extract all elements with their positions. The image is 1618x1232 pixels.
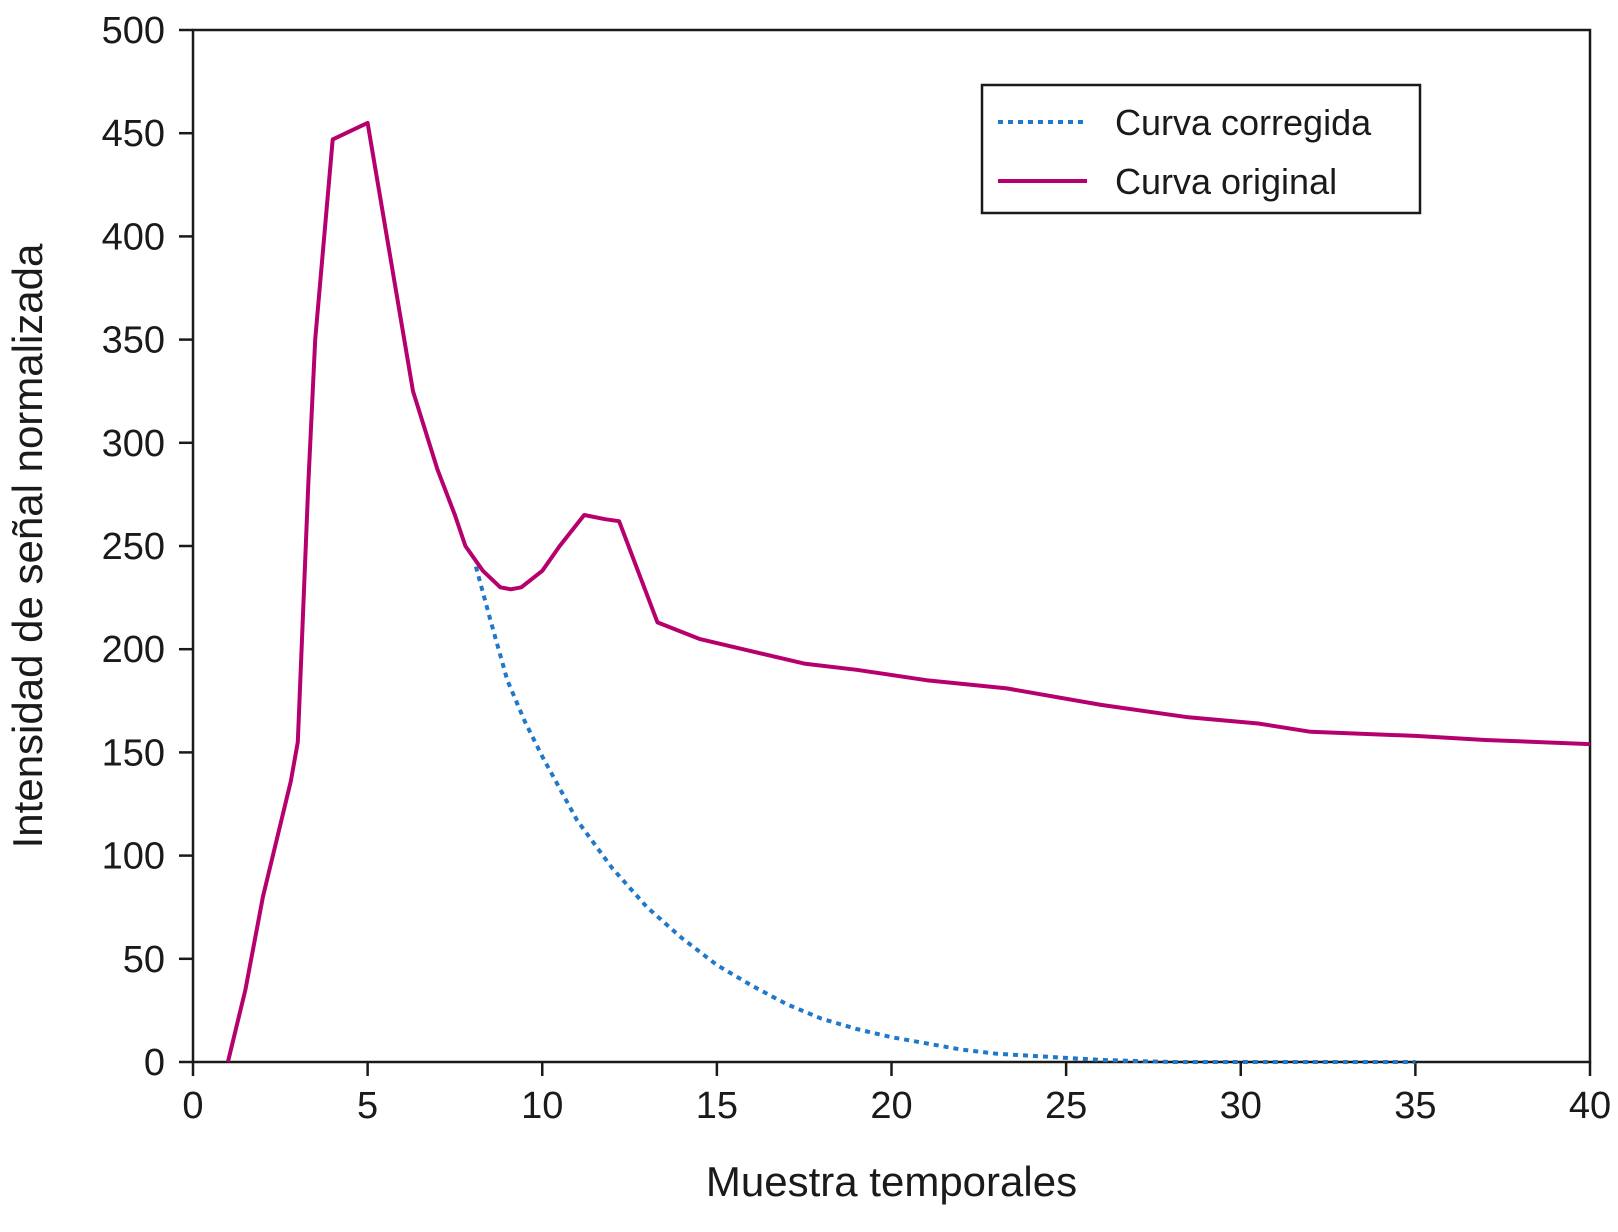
y-tick-label: 200	[102, 629, 165, 671]
y-axis-title: Intensidad de señal normalizada	[4, 243, 51, 848]
x-tick-label: 10	[521, 1085, 563, 1127]
series-line-curva-original	[225, 120, 1591, 1063]
y-tick-label: 50	[123, 939, 165, 981]
y-tick-label: 250	[102, 526, 165, 568]
y-tick-label: 500	[102, 10, 165, 52]
y-tick-label: 0	[144, 1042, 165, 1084]
x-tick-label: 20	[870, 1085, 912, 1127]
x-tick-label: 25	[1045, 1085, 1087, 1127]
y-tick-label: 350	[102, 320, 165, 362]
x-tick-label: 15	[696, 1085, 738, 1127]
x-tick-label: 40	[1569, 1085, 1611, 1127]
series-line-curva-corregida	[473, 566, 1416, 1064]
x-tick-label: 5	[357, 1085, 378, 1127]
series	[225, 120, 1591, 1064]
x-tick-label: 0	[182, 1085, 203, 1127]
legend-label-curva-original: Curva original	[1115, 161, 1337, 202]
x-axis-title: Muestra temporales	[706, 1158, 1077, 1205]
y-tick-label: 100	[102, 836, 165, 878]
legend: Curva corregida Curva original	[980, 83, 1422, 215]
y-tick-label: 450	[102, 113, 165, 155]
y-tick-label: 400	[102, 216, 165, 258]
y-tick-label: 150	[102, 732, 165, 774]
y-tick-label: 300	[102, 423, 165, 465]
x-tick-label: 35	[1394, 1085, 1436, 1127]
legend-label-curva-corregida: Curva corregida	[1115, 102, 1372, 143]
legend-box	[980, 83, 1422, 215]
ticks: 0 5 10 15 20 25 30 35 40050100150200250300350400…	[102, 10, 1612, 1127]
x-tick-label: 30	[1220, 1085, 1262, 1127]
